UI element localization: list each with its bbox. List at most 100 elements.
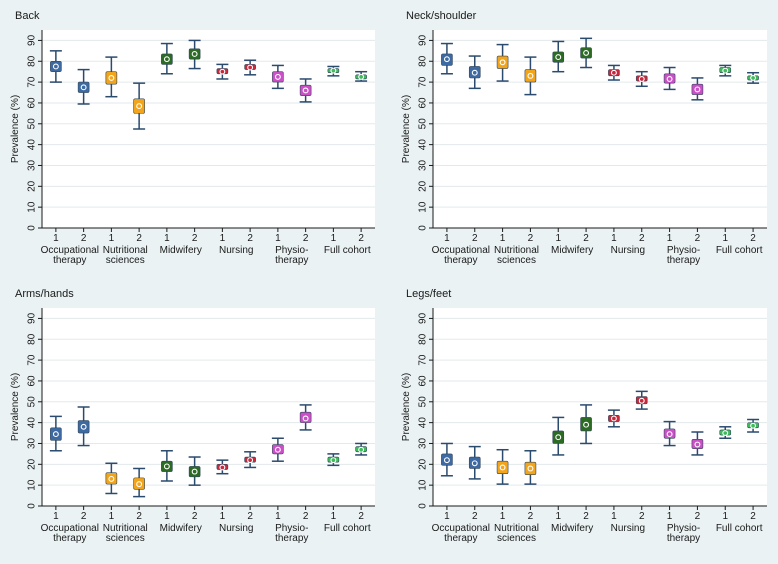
panel-arms-hands-y-tick-label: 40 <box>27 417 38 429</box>
panel-legs-feet-y-tick-label: 20 <box>418 458 429 470</box>
panel-back-physiotherapy-2-mark <box>299 78 312 103</box>
panel-back-group-label: sciences <box>106 255 145 266</box>
panel-back-midwifery-2-box <box>188 48 201 60</box>
panel-legs-feet-y-tick-label: 0 <box>418 503 429 509</box>
panel-neck-shoulder-physiotherapy-2-box <box>691 83 704 95</box>
panel-arms-hands-group-label: Midwifery <box>160 523 202 534</box>
panel-back-nutritional-sciences-2-mark <box>133 82 146 130</box>
panel-back-x-level-label: 1 <box>275 233 281 244</box>
panel-back-nutritional-sciences-1-box <box>105 71 118 85</box>
panel-legs-feet-nutritional-sciences-1-mark <box>496 448 509 485</box>
panel-back-full-cohort-2-estimate-point <box>358 73 365 80</box>
panel-legs-feet-x-level-label: 1 <box>555 511 561 522</box>
panel-arms-hands-full-cohort-2-mark <box>355 442 368 456</box>
panel-back-y-tick-label: 30 <box>27 159 38 171</box>
panel-legs-feet-occupational-therapy-1-box <box>441 453 453 466</box>
panel-legs-feet-occupational-therapy-2-estimate-point <box>471 460 478 467</box>
panel-back-y-tick-label: 0 <box>27 225 38 231</box>
panel-neck-shoulder-x-level-label: 2 <box>695 233 701 244</box>
panel-back-full-cohort-2-mark <box>355 70 368 82</box>
panel-back-physiotherapy-1-estimate-point <box>274 73 281 80</box>
panel-back-x-level-label: 2 <box>192 233 198 244</box>
panel-legs-feet-group-label: therapy <box>444 533 477 544</box>
panel-back-y-tick-label: 10 <box>27 201 38 213</box>
panel-back-group-label: Nursing <box>219 245 253 256</box>
panel-back-x-level-label: 2 <box>136 233 142 244</box>
panel-neck-shoulder-physiotherapy-1-estimate-point <box>666 76 673 82</box>
panel-neck-shoulder-midwifery-1-box <box>552 51 565 63</box>
panel-back-x-level-label: 1 <box>109 233 115 244</box>
panel-arms-hands-physiotherapy-2-mark <box>299 404 312 431</box>
panel-neck-shoulder-group-label: Occupational <box>432 245 490 256</box>
panel-neck-shoulder-group-label: sciences <box>497 255 536 266</box>
panel-back-group-label: therapy <box>53 255 86 266</box>
panel-arms-hands-occupational-therapy-2-estimate-point <box>80 423 87 430</box>
panel-legs-feet-y-tick-label: 10 <box>418 479 429 491</box>
panel-arms-hands-midwifery-2-box <box>188 466 201 478</box>
panel-legs-feet-y-axis-label: Prevalence (%) <box>401 373 412 441</box>
panel-back-y-tick-label: 40 <box>27 139 38 151</box>
panel-legs-feet-plot-area <box>433 308 767 506</box>
panel-arms-hands-group-label: Nutritional <box>103 523 148 534</box>
panel-arms-hands-x-level-label: 1 <box>53 511 59 522</box>
panel-legs-feet-midwifery-1-estimate-point <box>555 434 562 441</box>
panel-neck-shoulder-plot-area <box>433 30 767 228</box>
panel-neck-shoulder-physiotherapy-1-box <box>663 73 676 84</box>
panel-neck-shoulder-x-level-label: 2 <box>528 233 534 244</box>
panel-back-full-cohort-1-estimate-point <box>330 67 337 74</box>
panel-legs-feet-physiotherapy-1-mark <box>663 420 676 447</box>
panel-neck-shoulder: Neck/shoulder 0 10 20 30 40 50 60 70 80 90 Prevalen… <box>401 10 767 266</box>
panel-back-nutritional-sciences-2-box <box>133 98 145 114</box>
panel-legs-feet-x-level-label: 2 <box>695 511 701 522</box>
panel-back-midwifery-1-estimate-point <box>163 56 170 63</box>
panel-legs-feet-physiotherapy-2-mark <box>691 431 704 456</box>
panel-back-occupational-therapy-2-estimate-point <box>80 84 87 91</box>
panel-neck-shoulder-nursing-1-box <box>608 69 620 77</box>
panel-legs-feet-nutritional-sciences-2-mark <box>524 450 537 485</box>
panel-back-midwifery-1-mark <box>160 42 173 75</box>
panel-legs-feet-occupational-therapy-1-mark <box>440 442 453 477</box>
panel-neck-shoulder-y-tick-label: 10 <box>418 201 429 213</box>
panel-arms-hands-group-label: therapy <box>53 533 86 544</box>
panel-arms-hands-full-cohort-1-mark <box>327 453 340 467</box>
panel-back-title: Back <box>15 10 40 22</box>
panel-legs-feet-physiotherapy-1-estimate-point <box>666 431 673 438</box>
panel-neck-shoulder-full-cohort-1-mark <box>719 64 732 77</box>
panel-back-physiotherapy-1-mark <box>271 64 284 90</box>
panel-neck-shoulder-x-level-label: 2 <box>583 233 589 244</box>
panel-neck-shoulder-y-tick-label: 80 <box>418 55 429 67</box>
panel-back-x-level-label: 1 <box>331 233 337 244</box>
panel-legs-feet-y-tick-label: 60 <box>418 375 429 387</box>
panel-neck-shoulder-occupational-therapy-2-box <box>468 66 481 79</box>
panel-arms-hands-midwifery-2-estimate-point <box>191 468 198 475</box>
panel-back-group-label: Midwifery <box>160 245 202 256</box>
panel-legs-feet-x-level-label: 1 <box>500 511 506 522</box>
panel-arms-hands-nutritional-sciences-1-box <box>105 472 118 485</box>
panel-neck-shoulder-nursing-1-mark <box>607 64 620 81</box>
panel-back-x-level-label: 2 <box>358 233 364 244</box>
panel-arms-hands-physiotherapy-1-mark <box>271 437 284 462</box>
panel-arms-hands-x-level-label: 2 <box>303 511 309 522</box>
panel-arms-hands-group-label: Full cohort <box>324 523 371 534</box>
panel-back-y-tick-label: 60 <box>27 97 38 109</box>
panel-legs-feet-group-label: Full cohort <box>716 523 763 534</box>
panel-arms-hands-physiotherapy-2-estimate-point <box>302 415 309 422</box>
panel-neck-shoulder-nutritional-sciences-2-estimate-point <box>527 72 534 79</box>
panel-back-y-tick-label: 50 <box>27 118 38 130</box>
panel-back-y-tick-label: 80 <box>27 55 38 67</box>
panel-neck-shoulder-y-axis-label: Prevalence (%) <box>401 95 412 163</box>
panel-arms-hands-x-level-label: 2 <box>247 511 253 522</box>
panel-back-physiotherapy-2-estimate-point <box>302 87 309 94</box>
panel-legs-feet-group-label: Occupational <box>432 523 490 534</box>
panel-neck-shoulder-y-tick-label: 60 <box>418 97 429 109</box>
panel-neck-shoulder-midwifery-1-estimate-point <box>555 54 562 61</box>
panel-legs-feet-nursing-1-estimate-point <box>610 415 617 422</box>
panel-legs-feet-y-tick-label: 50 <box>418 396 429 408</box>
panel-legs-feet-full-cohort-1-mark <box>719 426 732 440</box>
panel-neck-shoulder-x-level-label: 1 <box>444 233 450 244</box>
panel-neck-shoulder-group-label: Full cohort <box>716 245 763 256</box>
panel-neck-shoulder-midwifery-2-estimate-point <box>583 49 590 56</box>
panel-back-group-label: Nutritional <box>103 245 148 256</box>
panel-arms-hands-group-label: therapy <box>275 533 308 544</box>
